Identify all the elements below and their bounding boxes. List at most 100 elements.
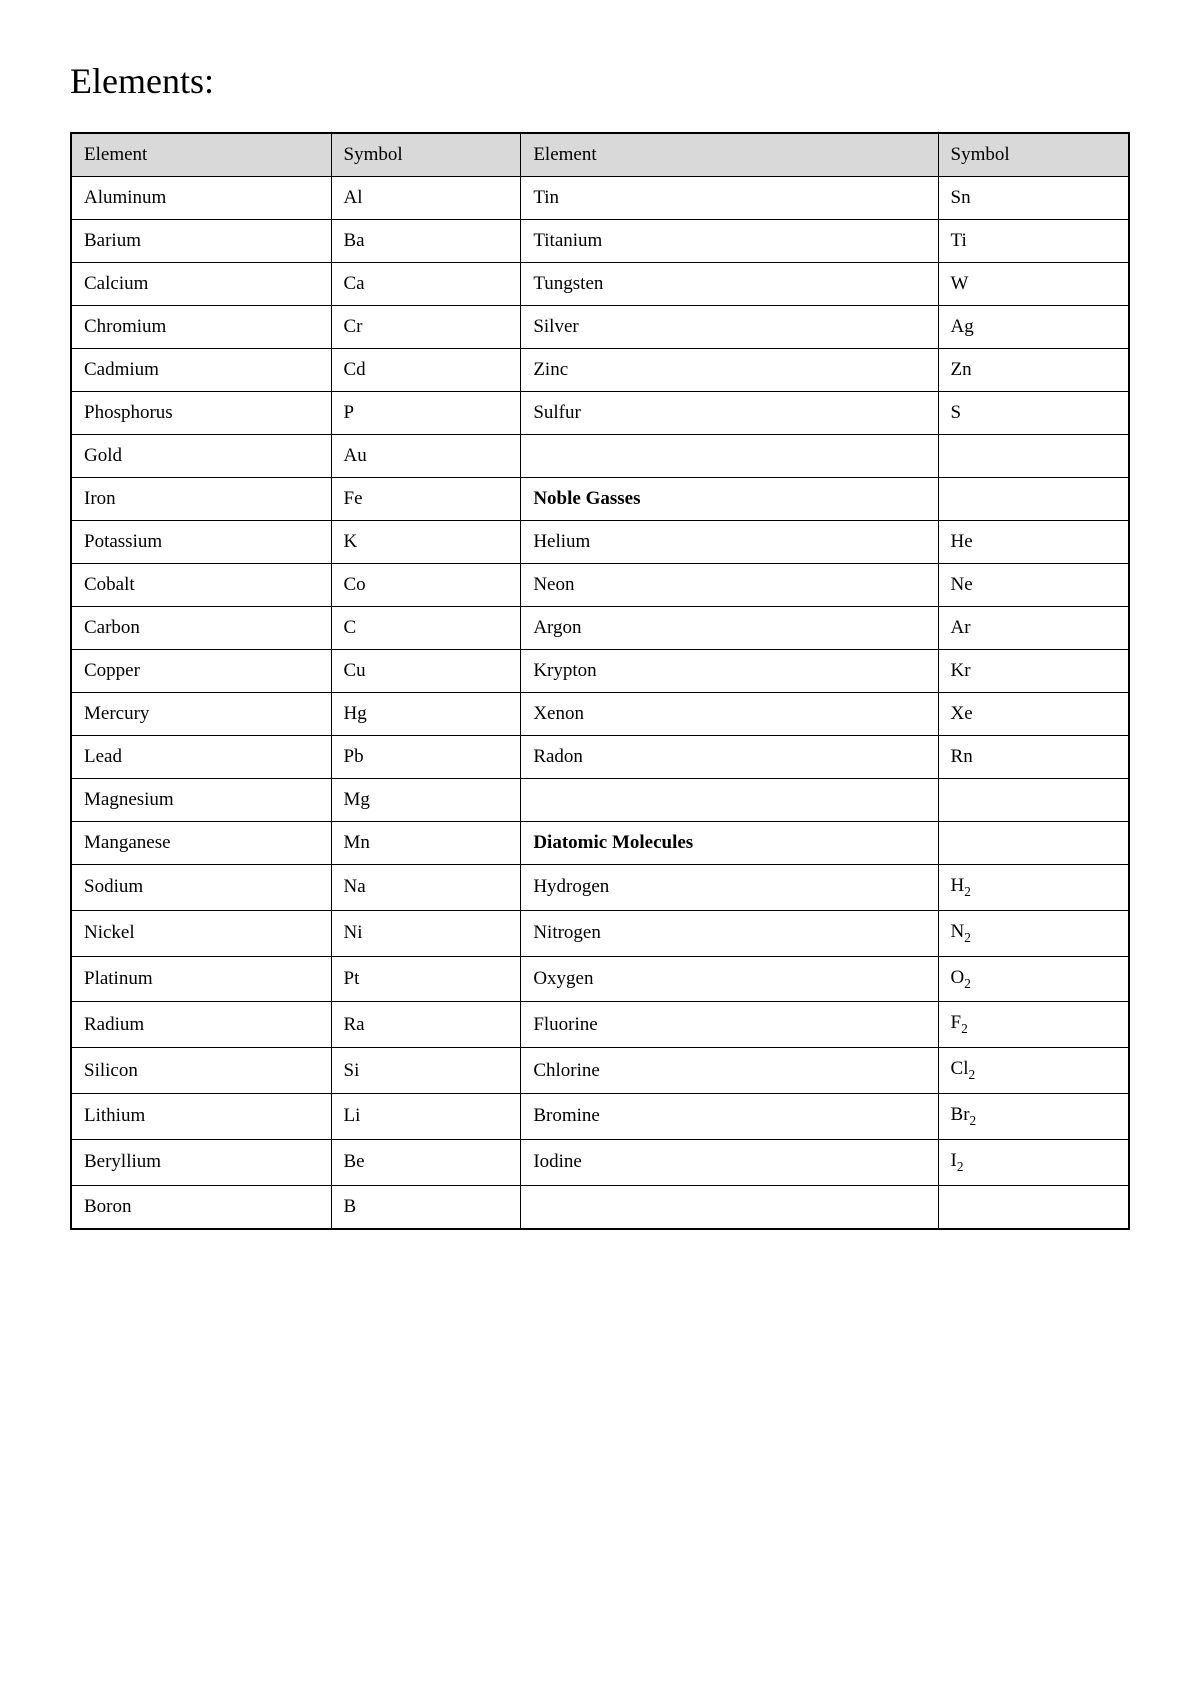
cell-symbol-left: Cd xyxy=(331,349,521,392)
cell-element-right: Chlorine xyxy=(521,1048,938,1094)
cell-element-left: Magnesium xyxy=(71,779,331,822)
cell-element-right: Noble Gasses xyxy=(521,478,938,521)
cell-symbol-right: Zn xyxy=(938,349,1129,392)
cell-symbol-left: Al xyxy=(331,177,521,220)
cell-symbol-right xyxy=(938,435,1129,478)
cell-symbol-right: Ag xyxy=(938,306,1129,349)
cell-symbol-right: Sn xyxy=(938,177,1129,220)
cell-symbol-left: Au xyxy=(331,435,521,478)
table-row: RadiumRaFluorineF2 xyxy=(71,1002,1129,1048)
table-row: ManganeseMnDiatomic Molecules xyxy=(71,822,1129,865)
cell-element-right: Nitrogen xyxy=(521,910,938,956)
table-row: AluminumAlTinSn xyxy=(71,177,1129,220)
cell-element-right: Titanium xyxy=(521,220,938,263)
cell-element-right xyxy=(521,1185,938,1229)
cell-element-left: Nickel xyxy=(71,910,331,956)
cell-element-left: Cadmium xyxy=(71,349,331,392)
table-row: LithiumLiBromineBr2 xyxy=(71,1093,1129,1139)
cell-symbol-right: Ar xyxy=(938,607,1129,650)
page-title: Elements: xyxy=(70,60,1130,102)
cell-symbol-left: K xyxy=(331,521,521,564)
table-header-row: Element Symbol Element Symbol xyxy=(71,133,1129,177)
symbol-subscript: 2 xyxy=(964,975,971,990)
cell-element-left: Gold xyxy=(71,435,331,478)
cell-symbol-left: Cr xyxy=(331,306,521,349)
table-row: CadmiumCdZincZn xyxy=(71,349,1129,392)
cell-symbol-left: Be xyxy=(331,1139,521,1185)
cell-element-right: Krypton xyxy=(521,650,938,693)
symbol-subscript: 2 xyxy=(968,1067,975,1082)
table-row: SodiumNaHydrogenH2 xyxy=(71,865,1129,911)
cell-element-right: Hydrogen xyxy=(521,865,938,911)
table-row: CopperCuKryptonKr xyxy=(71,650,1129,693)
cell-symbol-left: Mg xyxy=(331,779,521,822)
cell-symbol-left: Fe xyxy=(331,478,521,521)
cell-symbol-right xyxy=(938,1185,1129,1229)
symbol-subscript: 2 xyxy=(961,1021,968,1036)
table-row: CobaltCoNeonNe xyxy=(71,564,1129,607)
cell-element-left: Boron xyxy=(71,1185,331,1229)
cell-symbol-left: P xyxy=(331,392,521,435)
table-row: IronFeNoble Gasses xyxy=(71,478,1129,521)
symbol-subscript: 2 xyxy=(970,1113,977,1128)
cell-symbol-right: Cl2 xyxy=(938,1048,1129,1094)
cell-symbol-right xyxy=(938,822,1129,865)
cell-element-right: Oxygen xyxy=(521,956,938,1002)
cell-element-left: Mercury xyxy=(71,693,331,736)
cell-symbol-left: Pt xyxy=(331,956,521,1002)
cell-symbol-left: Ni xyxy=(331,910,521,956)
cell-symbol-right: S xyxy=(938,392,1129,435)
table-row: LeadPbRadonRn xyxy=(71,736,1129,779)
table-row: GoldAu xyxy=(71,435,1129,478)
table-row: MercuryHgXenonXe xyxy=(71,693,1129,736)
cell-element-left: Radium xyxy=(71,1002,331,1048)
cell-symbol-right xyxy=(938,478,1129,521)
cell-element-right: Neon xyxy=(521,564,938,607)
cell-symbol-right: W xyxy=(938,263,1129,306)
cell-symbol-right: F2 xyxy=(938,1002,1129,1048)
cell-symbol-left: Co xyxy=(331,564,521,607)
cell-element-left: Barium xyxy=(71,220,331,263)
cell-symbol-left: Ba xyxy=(331,220,521,263)
cell-symbol-right: He xyxy=(938,521,1129,564)
cell-element-left: Calcium xyxy=(71,263,331,306)
cell-element-right: Helium xyxy=(521,521,938,564)
cell-element-right: Tungsten xyxy=(521,263,938,306)
cell-element-left: Platinum xyxy=(71,956,331,1002)
cell-element-left: Iron xyxy=(71,478,331,521)
cell-symbol-right: Rn xyxy=(938,736,1129,779)
cell-element-left: Lithium xyxy=(71,1093,331,1139)
cell-symbol-left: Hg xyxy=(331,693,521,736)
cell-symbol-left: Ra xyxy=(331,1002,521,1048)
cell-element-left: Carbon xyxy=(71,607,331,650)
table-row: NickelNiNitrogenN2 xyxy=(71,910,1129,956)
table-row: BoronB xyxy=(71,1185,1129,1229)
cell-symbol-left: B xyxy=(331,1185,521,1229)
cell-element-left: Silicon xyxy=(71,1048,331,1094)
cell-symbol-right: Kr xyxy=(938,650,1129,693)
table-row: CarbonCArgonAr xyxy=(71,607,1129,650)
col-header-symbol-1: Symbol xyxy=(331,133,521,177)
cell-symbol-right: O2 xyxy=(938,956,1129,1002)
cell-symbol-right: Xe xyxy=(938,693,1129,736)
cell-symbol-right: Ti xyxy=(938,220,1129,263)
table-row: BerylliumBeIodineI2 xyxy=(71,1139,1129,1185)
cell-symbol-right: Ne xyxy=(938,564,1129,607)
cell-element-right: Diatomic Molecules xyxy=(521,822,938,865)
col-header-element-1: Element xyxy=(71,133,331,177)
cell-symbol-left: Na xyxy=(331,865,521,911)
cell-element-right: Bromine xyxy=(521,1093,938,1139)
table-row: ChromiumCrSilverAg xyxy=(71,306,1129,349)
cell-symbol-left: Cu xyxy=(331,650,521,693)
cell-element-right: Silver xyxy=(521,306,938,349)
cell-symbol-left: Mn xyxy=(331,822,521,865)
cell-element-left: Beryllium xyxy=(71,1139,331,1185)
cell-element-left: Copper xyxy=(71,650,331,693)
col-header-symbol-2: Symbol xyxy=(938,133,1129,177)
cell-symbol-right: H2 xyxy=(938,865,1129,911)
cell-symbol-left: Li xyxy=(331,1093,521,1139)
col-header-element-2: Element xyxy=(521,133,938,177)
table-row: BariumBaTitaniumTi xyxy=(71,220,1129,263)
table-row: CalciumCaTungstenW xyxy=(71,263,1129,306)
table-row: PotassiumKHeliumHe xyxy=(71,521,1129,564)
